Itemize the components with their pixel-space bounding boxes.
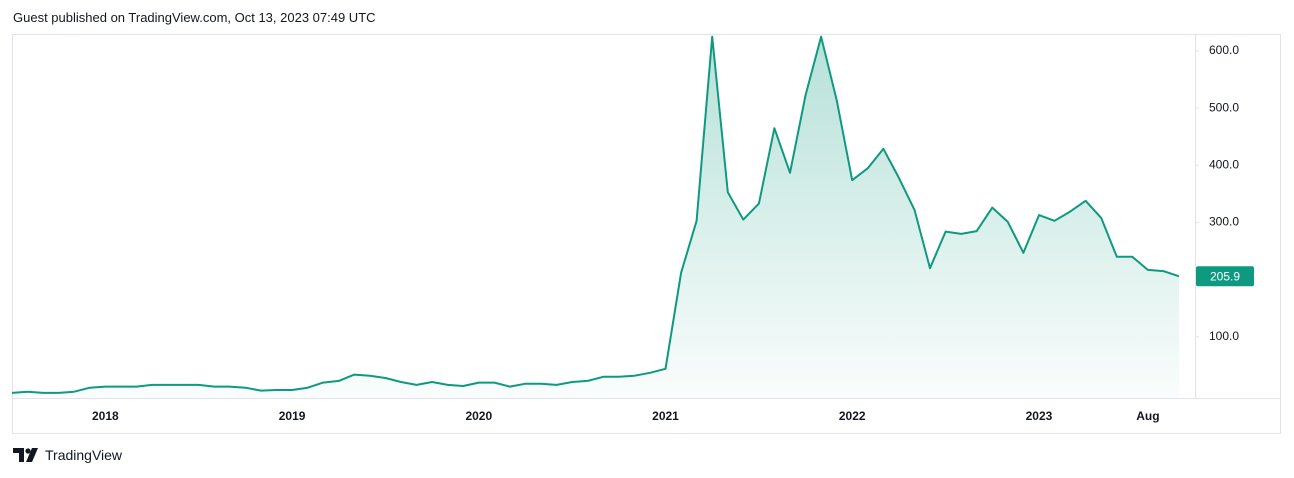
x-tick-label: Aug xyxy=(1136,409,1159,423)
footer: TradingView xyxy=(13,447,122,463)
price-line xyxy=(11,35,1180,394)
area-fill xyxy=(12,36,1179,398)
brand-logo xyxy=(13,448,38,462)
header-text: Guest published on TradingView.com, Oct … xyxy=(13,10,376,25)
y-tick-label: 300.0 xyxy=(1209,215,1239,229)
y-tick-label: 600.0 xyxy=(1209,43,1239,57)
y-tick-label: 500.0 xyxy=(1209,100,1239,114)
x-tick-label: 2021 xyxy=(652,409,679,423)
last-price-badge xyxy=(1196,266,1254,287)
chart-frame xyxy=(12,34,1281,434)
y-tick-label: 400.0 xyxy=(1209,158,1239,172)
x-tick-label: 2020 xyxy=(465,409,492,423)
y-tick-label: 100.0 xyxy=(1209,329,1239,343)
brand-name: TradingView xyxy=(45,447,123,463)
x-tick-label: 2019 xyxy=(279,409,306,423)
x-tick-label: 2022 xyxy=(839,409,866,423)
x-tick-label: 2018 xyxy=(92,409,119,423)
x-tick-label: 2023 xyxy=(1026,409,1053,423)
last-price-label: 205.9 xyxy=(1210,269,1240,283)
